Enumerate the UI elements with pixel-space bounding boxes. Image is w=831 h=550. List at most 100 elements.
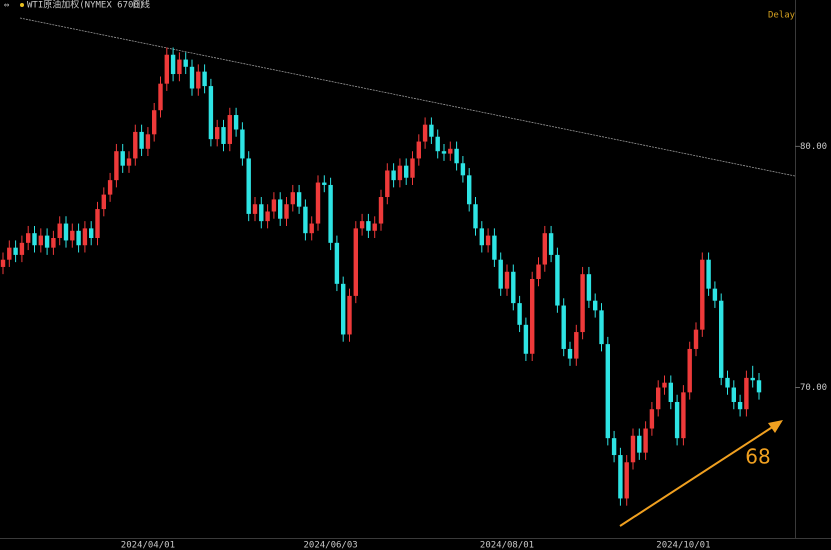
candle-body (674, 401, 680, 439)
candle-body (347, 295, 352, 335)
candle-body (38, 235, 43, 246)
candle-body (378, 197, 384, 224)
candle-body (580, 274, 585, 333)
candle-body (271, 199, 277, 212)
candle-body (76, 230, 81, 246)
candle-body (448, 148, 453, 154)
candle-body (334, 242, 340, 284)
candle-body (309, 223, 314, 234)
x-tick-label: 2024/08/01 (480, 541, 534, 550)
candle-body (315, 182, 321, 224)
candle-body (599, 310, 604, 345)
candle-body (731, 387, 736, 402)
candle-body (479, 228, 484, 246)
candle-body (183, 59, 188, 67)
candle-body (454, 148, 459, 164)
candle-body (366, 221, 371, 231)
candle-body (593, 300, 598, 311)
candle-body (422, 124, 428, 142)
candle-body (467, 175, 472, 205)
candle-body (536, 264, 541, 280)
candle-body (643, 428, 648, 453)
candle-body (574, 332, 579, 359)
candle-body (523, 324, 529, 354)
candle-body (170, 54, 176, 75)
candle-body (460, 163, 466, 176)
candle-body (744, 377, 749, 410)
candle-body (511, 271, 516, 304)
candle-body (416, 141, 421, 159)
candle-body (624, 462, 629, 499)
candle-body (359, 221, 365, 229)
candle-body (649, 409, 655, 429)
candle-body (498, 259, 503, 289)
period[interactable]: 日线 (132, 0, 150, 11)
candle-body (737, 401, 743, 410)
candle-body (7, 247, 12, 260)
candle-body (719, 300, 724, 378)
candle-body (586, 274, 592, 301)
plot-area (0, 47, 762, 506)
candle-body (265, 211, 270, 222)
candle-body (296, 192, 302, 207)
x-tick-label: 2024/10/01 (656, 541, 710, 550)
candle-body (13, 247, 18, 255)
candle-body (611, 438, 617, 456)
candle-body (133, 131, 138, 159)
candle-body (139, 131, 144, 149)
candle-body (246, 158, 251, 214)
candle-body (0, 259, 6, 267)
candle-body (372, 223, 377, 231)
candle-body (712, 288, 718, 301)
candle-body (429, 124, 434, 137)
annotation-arrow (619, 425, 775, 527)
delay-label: Delay (768, 11, 796, 21)
candle-body (404, 165, 409, 178)
candle-body (107, 180, 113, 195)
candle-body (662, 382, 667, 388)
candle-body (485, 235, 491, 246)
candle-body (101, 194, 106, 210)
candle-body (410, 158, 415, 178)
candle-body (750, 377, 755, 381)
candle-body (397, 165, 403, 181)
candle-body (19, 242, 25, 255)
candle-body (561, 305, 566, 349)
symbol-dot (20, 3, 24, 7)
candle-body (441, 151, 447, 154)
candle-body (385, 170, 390, 198)
candle-body (618, 455, 623, 499)
candle-body (26, 233, 31, 243)
symbol-title: WTI原油加权(NYMEX 6700) (27, 0, 144, 11)
candle-body (120, 151, 125, 166)
arrow-head (768, 420, 783, 433)
candle-body (435, 136, 440, 152)
candle-body (44, 235, 50, 248)
candle-body (725, 377, 730, 388)
candle-body (240, 129, 245, 159)
back-icon[interactable]: ⇔ (4, 1, 10, 11)
candle-body (227, 115, 232, 144)
candle-body (202, 71, 207, 87)
candle-body (145, 134, 151, 149)
candle-body (252, 204, 258, 214)
candle-body (196, 71, 201, 89)
candle-body (70, 230, 75, 241)
candle-body (152, 110, 157, 135)
candle-body (215, 127, 220, 140)
candle-body (668, 382, 673, 402)
candle-body (530, 279, 535, 354)
y-tick-label: 80.00 (800, 142, 827, 152)
candle-body (630, 435, 636, 463)
candle-body (233, 115, 239, 130)
candle-body (221, 127, 226, 144)
candle-body (51, 238, 56, 248)
candle-body (567, 348, 573, 359)
candle-body (322, 182, 327, 185)
candle-body (114, 151, 119, 181)
candle-body (517, 303, 522, 325)
candle-body (700, 259, 705, 330)
candle-body (158, 83, 163, 111)
